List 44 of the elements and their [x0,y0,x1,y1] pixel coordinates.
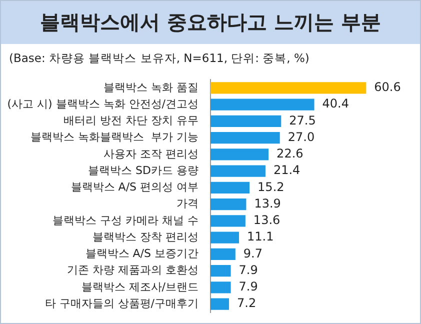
data-label: 13.6 [253,213,280,228]
chart-title: 블랙박스에서 중요하다고 느끼는 부분 [1,1,420,44]
y-tick-label: 블랙박스 녹화블랙박스 부가 기능 [30,130,198,144]
bar [210,248,236,260]
y-tick-label: 가격 [176,197,198,210]
bar [210,265,231,277]
chart-subtitle: (Base: 차량용 블랙박스 보유자, N=611, 단위: 중복, %) [8,50,310,67]
y-tick-label: (사고 시) 블랙박스 녹화 안전성/견고성 [7,97,198,110]
y-tick-label: 블랙박스 구성 카메라 채널 수 [52,214,198,227]
bar [210,282,231,294]
y-tick-label: 블랙박스 제조사/브랜드 [81,280,198,294]
data-label: 13.9 [254,196,281,210]
bar [210,98,314,110]
data-label: 22.6 [276,146,304,161]
y-tick-label: 블랙박스 장착 편리성 [92,230,198,244]
data-label: 11.1 [247,230,274,244]
bar [210,165,266,177]
data-label: 7.2 [236,296,256,310]
bar [210,198,246,210]
bar [210,298,229,310]
bar [210,132,280,144]
data-label: 15.2 [258,180,284,194]
data-label: 7.9 [238,262,258,277]
bar [210,232,240,244]
bar [210,82,366,94]
y-tick-label: 블랙박스 A/S 편의성 여부 [70,180,198,194]
bar [210,215,246,227]
data-label: 40.4 [322,96,349,111]
bar [210,115,282,127]
data-label: 27.5 [289,113,316,128]
y-tick-label: 타 구매자들의 상품평/구매후기 [44,296,198,310]
y-tick-label: 기존 차량 제품과의 호환성 [67,264,198,277]
bar [210,182,250,194]
data-label: 9.7 [243,246,263,260]
y-tick-label: 사용자 조작 편리성 [104,147,198,160]
data-label: 21.4 [273,163,300,178]
data-label: 7.9 [238,280,258,294]
data-label: 27.0 [288,130,315,144]
y-tick-label: 블랙박스 A/S 보증기간 [85,247,198,260]
y-tick-label: 블랙박스 SD카드 용량 [88,164,198,177]
bar [210,148,269,160]
y-tick-label: 블랙박스 녹화 품질 [104,80,198,94]
data-label: 60.6 [374,80,401,94]
y-tick-label: 배터리 방전 차단 장치 유무 [64,114,198,128]
